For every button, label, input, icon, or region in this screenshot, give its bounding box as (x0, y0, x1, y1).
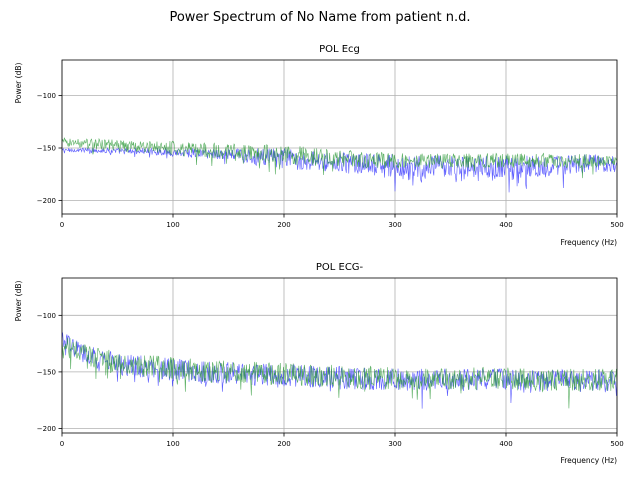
figure-title: Power Spectrum of No Name from patient n… (169, 10, 470, 25)
x-tick-label: 400 (499, 440, 512, 448)
y-tick-label: −150 (37, 368, 56, 376)
x-tick-label: 100 (166, 221, 179, 229)
x-tick-label: 400 (499, 221, 512, 229)
y-tick-label: −100 (37, 92, 56, 100)
x-axis-label: Frequency (Hz) (560, 456, 617, 465)
y-tick-label: −150 (37, 145, 56, 153)
x-tick-label: 500 (610, 221, 623, 229)
panel-title: POL ECG- (316, 262, 364, 273)
spectrum-series-line (62, 337, 617, 409)
x-tick-label: 500 (610, 440, 623, 448)
spectrum-panel-pol-ecg: POL Ecg Frequency (Hz) Power (dB) 0 100 20… (14, 44, 624, 247)
spectrum-series-line (62, 332, 617, 409)
panel-title: POL Ecg (319, 44, 360, 55)
x-tick-label: 0 (60, 440, 64, 448)
y-axis-label: Power (dB) (14, 281, 23, 322)
x-tick-label: 0 (60, 221, 64, 229)
y-tick-label: −100 (37, 312, 56, 320)
y-axis-label: Power (dB) (14, 63, 23, 104)
axes-frame (61, 59, 618, 215)
x-tick-label: 200 (277, 221, 290, 229)
y-tick-label: −200 (37, 425, 56, 433)
axes-frame (61, 277, 618, 434)
spectrum-series-line (62, 137, 617, 179)
spectrum-panel-pol-ecg-minus: POL ECG- Frequency (Hz) Power (dB) 0 100 2… (14, 262, 624, 465)
x-tick-label: 100 (166, 440, 179, 448)
x-tick-label: 200 (277, 440, 290, 448)
spectrum-series-line (62, 147, 617, 193)
x-tick-label: 300 (388, 221, 401, 229)
y-tick-label: −200 (37, 197, 56, 205)
x-tick-label: 300 (388, 440, 401, 448)
x-axis-label: Frequency (Hz) (560, 238, 617, 247)
